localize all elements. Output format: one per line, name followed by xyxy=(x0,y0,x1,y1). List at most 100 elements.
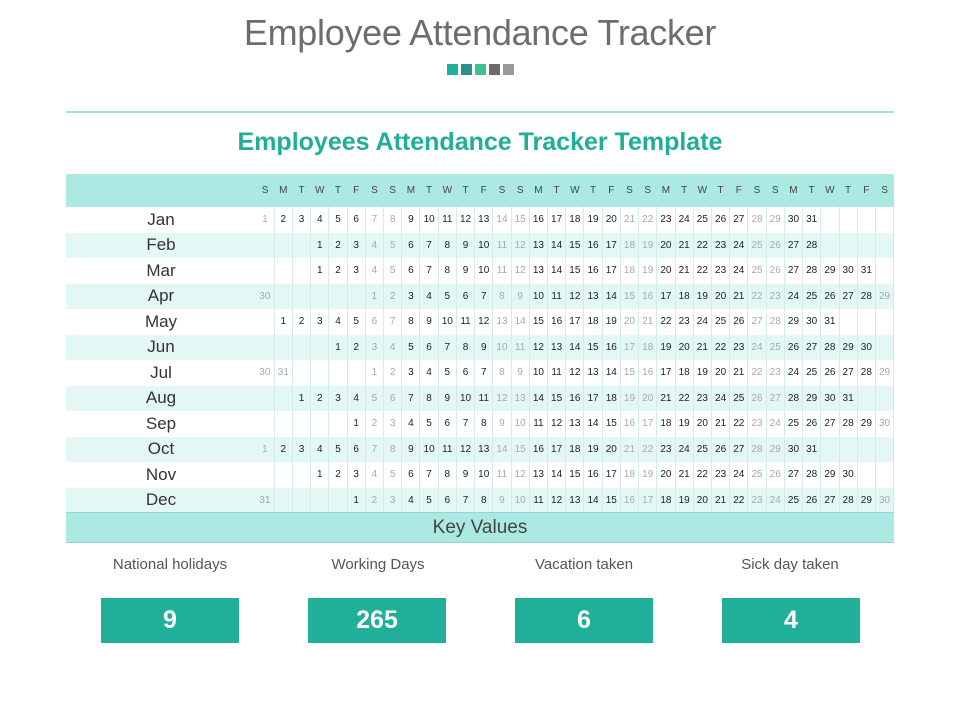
day-cell[interactable] xyxy=(875,258,895,284)
day-cell[interactable]: 26 xyxy=(820,283,840,309)
day-cell[interactable]: 27 xyxy=(820,487,840,513)
day-cell[interactable]: 14 xyxy=(602,283,621,309)
day-cell[interactable]: 8 xyxy=(492,360,512,386)
day-cell[interactable]: 10 xyxy=(438,309,457,335)
day-cell[interactable]: 24 xyxy=(784,283,804,309)
day-cell[interactable] xyxy=(839,436,858,462)
day-cell[interactable]: 5 xyxy=(328,436,348,462)
day-cell[interactable]: 26 xyxy=(802,487,822,513)
day-cell[interactable]: 21 xyxy=(675,462,694,488)
day-cell[interactable]: 25 xyxy=(693,436,712,462)
day-cell[interactable]: 26 xyxy=(784,334,804,360)
day-cell[interactable]: 9 xyxy=(511,283,530,309)
day-cell[interactable]: 9 xyxy=(401,207,421,233)
day-cell[interactable]: 6 xyxy=(438,411,457,437)
day-cell[interactable] xyxy=(328,487,348,513)
day-cell[interactable] xyxy=(875,462,895,488)
day-cell[interactable]: 17 xyxy=(602,462,621,488)
day-cell[interactable]: 6 xyxy=(456,360,476,386)
day-cell[interactable] xyxy=(857,232,876,258)
day-cell[interactable]: 17 xyxy=(565,309,585,335)
day-cell[interactable]: 18 xyxy=(602,385,621,411)
day-cell[interactable]: 4 xyxy=(328,309,348,335)
day-cell[interactable]: 31 xyxy=(857,258,876,284)
day-cell[interactable]: 24 xyxy=(747,334,767,360)
day-cell[interactable]: 21 xyxy=(620,207,640,233)
day-cell[interactable] xyxy=(256,411,275,437)
day-cell[interactable]: 5 xyxy=(383,232,403,258)
day-cell[interactable]: 16 xyxy=(602,334,621,360)
day-cell[interactable] xyxy=(256,385,275,411)
day-cell[interactable]: 8 xyxy=(474,411,494,437)
day-cell[interactable]: 29 xyxy=(802,385,822,411)
day-cell[interactable]: 14 xyxy=(529,385,549,411)
day-cell[interactable]: 28 xyxy=(766,309,785,335)
day-cell[interactable]: 18 xyxy=(656,487,676,513)
day-cell[interactable]: 26 xyxy=(711,436,731,462)
day-cell[interactable]: 7 xyxy=(456,487,476,513)
day-cell[interactable]: 5 xyxy=(383,462,403,488)
day-cell[interactable]: 2 xyxy=(328,232,348,258)
day-cell[interactable]: 14 xyxy=(547,232,567,258)
day-cell[interactable] xyxy=(292,232,312,258)
day-cell[interactable]: 18 xyxy=(565,436,585,462)
day-cell[interactable]: 24 xyxy=(766,487,785,513)
day-cell[interactable]: 20 xyxy=(656,462,676,488)
day-cell[interactable]: 12 xyxy=(511,258,530,284)
day-cell[interactable] xyxy=(256,232,275,258)
day-cell[interactable]: 28 xyxy=(820,334,840,360)
day-cell[interactable]: 9 xyxy=(401,436,421,462)
day-cell[interactable]: 19 xyxy=(675,411,694,437)
day-cell[interactable]: 1 xyxy=(274,309,293,335)
day-cell[interactable]: 19 xyxy=(638,232,658,258)
day-cell[interactable]: 15 xyxy=(565,232,585,258)
day-cell[interactable]: 11 xyxy=(492,462,512,488)
day-cell[interactable]: 26 xyxy=(747,385,767,411)
day-cell[interactable]: 9 xyxy=(511,360,530,386)
day-cell[interactable]: 1 xyxy=(310,258,330,284)
day-cell[interactable]: 4 xyxy=(365,462,385,488)
day-cell[interactable]: 2 xyxy=(347,334,366,360)
day-cell[interactable]: 5 xyxy=(401,334,421,360)
day-cell[interactable]: 23 xyxy=(711,258,731,284)
day-cell[interactable]: 25 xyxy=(766,334,785,360)
day-cell[interactable]: 13 xyxy=(583,283,603,309)
day-cell[interactable]: 14 xyxy=(492,436,512,462)
day-cell[interactable]: 17 xyxy=(638,487,658,513)
day-cell[interactable]: 10 xyxy=(419,207,439,233)
day-cell[interactable]: 3 xyxy=(347,462,366,488)
day-cell[interactable]: 7 xyxy=(365,207,385,233)
day-cell[interactable]: 26 xyxy=(766,462,785,488)
day-cell[interactable]: 21 xyxy=(656,385,676,411)
day-cell[interactable]: 7 xyxy=(383,309,403,335)
day-cell[interactable]: 14 xyxy=(511,309,530,335)
day-cell[interactable]: 14 xyxy=(492,207,512,233)
day-cell[interactable]: 5 xyxy=(328,207,348,233)
day-cell[interactable]: 12 xyxy=(565,360,585,386)
day-cell[interactable]: 28 xyxy=(839,487,858,513)
day-cell[interactable]: 28 xyxy=(802,232,822,258)
day-cell[interactable]: 26 xyxy=(711,207,731,233)
day-cell[interactable]: 22 xyxy=(729,487,749,513)
day-cell[interactable]: 17 xyxy=(547,207,567,233)
day-cell[interactable]: 6 xyxy=(438,487,457,513)
day-cell[interactable]: 21 xyxy=(675,232,694,258)
day-cell[interactable]: 22 xyxy=(747,360,767,386)
day-cell[interactable]: 24 xyxy=(711,385,731,411)
day-cell[interactable] xyxy=(292,283,312,309)
day-cell[interactable]: 17 xyxy=(602,232,621,258)
day-cell[interactable] xyxy=(310,487,330,513)
day-cell[interactable]: 2 xyxy=(383,283,403,309)
day-cell[interactable]: 25 xyxy=(693,207,712,233)
day-cell[interactable]: 4 xyxy=(310,436,330,462)
day-cell[interactable]: 29 xyxy=(766,436,785,462)
day-cell[interactable]: 2 xyxy=(310,385,330,411)
day-cell[interactable]: 14 xyxy=(583,411,603,437)
day-cell[interactable]: 11 xyxy=(492,232,512,258)
day-cell[interactable]: 15 xyxy=(565,462,585,488)
day-cell[interactable]: 10 xyxy=(474,462,494,488)
day-cell[interactable]: 27 xyxy=(766,385,785,411)
day-cell[interactable]: 12 xyxy=(547,487,567,513)
day-cell[interactable]: 30 xyxy=(875,487,895,513)
day-cell[interactable]: 13 xyxy=(565,487,585,513)
